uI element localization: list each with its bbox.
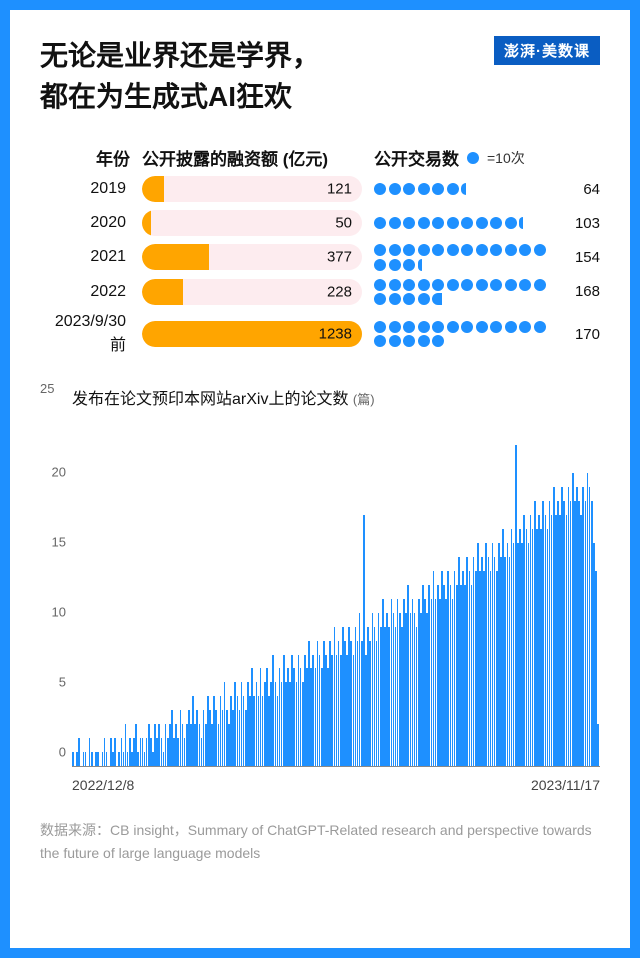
table-row: 2019 121 64 xyxy=(40,176,600,202)
year-cell: 2022 xyxy=(40,283,130,301)
legend-dot-icon xyxy=(467,152,479,164)
table-header: 年份 公开披露的融资额 (亿元) 公开交易数 =10次 xyxy=(40,145,600,176)
funding-value: 121 xyxy=(327,181,352,198)
deals-cell: 103 xyxy=(374,215,600,232)
funding-value: 377 xyxy=(327,249,352,266)
chart-bar xyxy=(72,752,74,766)
x-label-start: 2022/12/8 xyxy=(72,777,134,797)
legend-label: =10次 xyxy=(487,148,525,168)
funding-bar: 121 xyxy=(142,176,362,202)
chart-bar xyxy=(97,752,99,766)
y-tick: 20 xyxy=(52,465,66,480)
table-row: 2021 377 154 xyxy=(40,244,600,271)
deals-value: 170 xyxy=(575,326,600,343)
chart-bar xyxy=(91,752,93,766)
y-tick: 15 xyxy=(52,535,66,550)
deals-cell: 64 xyxy=(374,181,600,198)
y-axis: 0 5 10 15 20 xyxy=(40,417,70,767)
year-cell: 2021 xyxy=(40,248,130,266)
funding-value: 50 xyxy=(335,215,352,232)
chart-plot xyxy=(72,417,600,767)
deals-cell: 168 xyxy=(374,279,600,306)
table-row: 2022 228 168 xyxy=(40,279,600,306)
funding-bar: 377 xyxy=(142,244,362,270)
funding-table: 年份 公开披露的融资额 (亿元) 公开交易数 =10次 2019 121 64 202… xyxy=(40,145,600,355)
title-line-1: 无论是业界还是学界， xyxy=(40,36,320,77)
x-axis: 2022/12/8 2023/11/17 xyxy=(72,771,600,797)
deals-value: 103 xyxy=(575,215,600,232)
arxiv-chart-section: 25 发布在论文预印本网站arXiv上的论文数 (篇) 05101520 202… xyxy=(40,385,600,797)
col-year: 年份 xyxy=(40,145,130,170)
title-line-2: 都在为生成式AI狂欢 xyxy=(40,77,320,118)
funding-bar: 228 xyxy=(142,279,362,305)
y-tick: 0 xyxy=(59,745,66,760)
funding-bar: 50 xyxy=(142,210,362,236)
deals-cell: 154 xyxy=(374,244,600,271)
data-source: 数据来源：CB insight，Summary of ChatGPT-Relat… xyxy=(40,819,600,864)
funding-value: 1238 xyxy=(319,326,352,343)
chart-bar xyxy=(597,724,599,766)
y-tick: 10 xyxy=(52,605,66,620)
year-cell: 2023/9/30前 xyxy=(40,313,130,355)
year-cell: 2020 xyxy=(40,214,130,232)
main-title: 无论是业界还是学界， 都在为生成式AI狂欢 xyxy=(40,36,320,117)
chart-bar xyxy=(106,752,108,766)
funding-bar: 1238 xyxy=(142,321,362,347)
col-funding: 公开披露的融资额 (亿元) xyxy=(142,145,362,170)
x-label-end: 2023/11/17 xyxy=(531,777,600,797)
infographic-card: 无论是业界还是学界， 都在为生成式AI狂欢 澎湃·美数课 年份 公开披露的融资额… xyxy=(10,10,630,948)
publisher-logo: 澎湃·美数课 xyxy=(494,36,600,65)
chart-bar xyxy=(78,738,80,766)
year-cell: 2019 xyxy=(40,180,130,198)
chart-bar xyxy=(114,738,116,766)
header: 无论是业界还是学界， 都在为生成式AI狂欢 澎湃·美数课 xyxy=(40,36,600,117)
funding-value: 228 xyxy=(327,283,352,300)
table-row: 2023/9/30前 1238 170 xyxy=(40,313,600,355)
deals-value: 154 xyxy=(575,249,600,266)
table-row: 2020 50 103 xyxy=(40,210,600,236)
y-tick-25: 25 xyxy=(40,381,54,396)
col-deals: 公开交易数 =10次 xyxy=(374,145,600,170)
chart-title: 发布在论文预印本网站arXiv上的论文数 (篇) xyxy=(72,385,600,409)
chart-area: 0 5 10 15 20 2022/12/8 2023/11/17 xyxy=(40,417,600,797)
deals-cell: 170 xyxy=(374,321,600,348)
y-tick: 5 xyxy=(59,675,66,690)
deals-value: 64 xyxy=(583,181,600,198)
chart-bar xyxy=(85,752,87,766)
deals-value: 168 xyxy=(575,283,600,300)
